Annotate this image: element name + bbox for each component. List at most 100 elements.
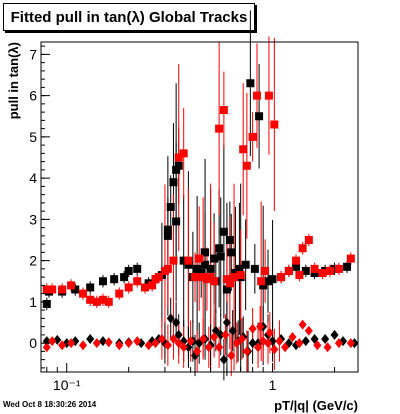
square-marker	[292, 262, 301, 271]
diamond-marker	[169, 334, 178, 344]
diamond-marker	[92, 338, 101, 349]
square-marker	[166, 203, 175, 211]
square-marker	[215, 244, 224, 253]
square-marker	[191, 273, 200, 282]
square-marker	[174, 161, 183, 170]
timestamp-label: Wed Oct 8 18:30:26 2014	[3, 400, 97, 409]
square-marker	[124, 266, 133, 275]
diamond-marker	[281, 342, 290, 353]
diamond-marker	[58, 340, 67, 351]
diamond-marker	[186, 336, 195, 347]
square-marker	[133, 277, 142, 286]
square-marker	[133, 264, 142, 273]
diamond-marker	[157, 334, 166, 344]
square-marker	[140, 283, 149, 292]
square-marker	[215, 124, 224, 133]
y-tick-label: 1	[29, 294, 37, 310]
square-marker	[172, 165, 181, 174]
square-marker	[277, 273, 286, 282]
square-marker	[219, 106, 228, 115]
square-marker	[235, 264, 244, 273]
square-marker	[67, 281, 76, 290]
diamond-marker	[133, 336, 142, 347]
square-marker	[98, 277, 107, 286]
diamond-marker	[313, 340, 322, 351]
diamond-marker	[248, 338, 257, 349]
square-marker	[222, 275, 231, 284]
diamond-marker	[295, 338, 304, 349]
diamond-marker	[288, 331, 297, 342]
square-marker	[124, 283, 133, 292]
diamond-marker	[222, 317, 231, 328]
square-marker	[252, 91, 261, 100]
y-axis-label: pull in tan(λ)	[6, 42, 21, 119]
square-marker	[264, 91, 273, 100]
diamond-marker	[304, 325, 313, 336]
square-marker	[206, 264, 215, 273]
square-marker	[71, 285, 80, 294]
square-marker	[334, 264, 343, 273]
square-marker	[241, 260, 250, 269]
square-marker	[346, 254, 355, 263]
y-tick-label: 7	[29, 46, 37, 62]
square-marker	[248, 132, 257, 141]
diamond-marker	[172, 317, 181, 328]
diamond-marker	[98, 336, 107, 347]
x-tick-label: 1	[269, 377, 277, 393]
diamond-marker	[265, 327, 274, 338]
diamond-marker	[275, 336, 284, 347]
diamond-marker	[86, 334, 95, 344]
square-marker	[115, 289, 124, 298]
square-marker	[239, 145, 248, 154]
diamond-marker	[144, 340, 153, 351]
square-marker	[195, 254, 204, 263]
square-marker	[301, 266, 310, 275]
square-marker	[120, 273, 129, 282]
y-tick-label: 2	[29, 253, 37, 269]
square-marker	[270, 120, 279, 129]
diamond-marker	[334, 338, 343, 349]
diamond-marker	[48, 336, 57, 347]
diamond-marker	[254, 342, 263, 353]
square-marker	[304, 236, 313, 244]
square-marker	[318, 269, 327, 277]
diamond-marker	[210, 331, 219, 342]
square-marker	[42, 299, 51, 308]
square-marker	[86, 295, 95, 304]
square-marker	[92, 297, 101, 306]
square-marker	[295, 271, 304, 280]
square-marker	[222, 285, 231, 294]
square-marker	[236, 271, 245, 280]
square-marker	[310, 269, 319, 277]
square-marker	[298, 244, 307, 253]
square-marker	[48, 285, 57, 294]
square-marker	[184, 256, 193, 265]
diamond-marker	[263, 338, 272, 349]
square-marker	[172, 217, 181, 226]
square-marker	[154, 273, 163, 282]
diamond-marker	[204, 342, 213, 353]
diamond-marker	[216, 329, 225, 340]
square-marker	[163, 225, 172, 234]
diamond-marker	[232, 338, 241, 349]
diamond-marker	[346, 338, 355, 349]
diamond-marker	[270, 344, 279, 355]
data-markers	[42, 79, 359, 365]
square-marker	[250, 264, 259, 273]
diamond-marker	[174, 338, 183, 349]
diamond-marker	[124, 338, 133, 349]
square-marker	[284, 266, 293, 275]
square-marker	[261, 266, 270, 275]
diamond-marker	[163, 340, 172, 351]
square-marker	[197, 269, 206, 277]
square-marker	[268, 275, 277, 284]
diamond-marker	[79, 340, 88, 351]
diamond-marker	[193, 346, 202, 357]
square-marker	[325, 266, 334, 275]
square-marker	[201, 248, 210, 257]
square-marker	[259, 281, 268, 290]
diamond-marker	[199, 334, 208, 344]
diamond-marker	[53, 334, 62, 345]
square-marker	[206, 273, 215, 282]
square-marker	[263, 277, 272, 286]
